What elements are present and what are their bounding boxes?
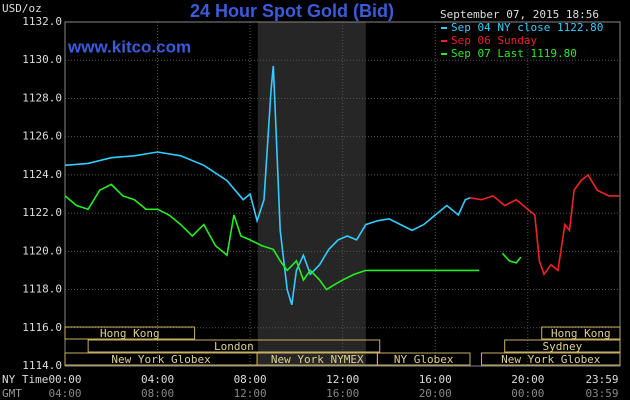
session-box bbox=[541, 326, 621, 340]
x-tick-label: 04:00 bbox=[141, 373, 174, 386]
session-label: New York Globex bbox=[501, 353, 601, 366]
watermark: www.kitco.com bbox=[67, 37, 191, 56]
session-box bbox=[64, 326, 196, 340]
session-box bbox=[87, 339, 381, 353]
x-tick-label: 12:00 bbox=[326, 373, 359, 386]
x2-axis-label: GMT bbox=[2, 387, 22, 400]
chart-title: 24 Hour Spot Gold (Bid) bbox=[190, 1, 394, 21]
y-tick-label: 1132.0 bbox=[22, 15, 62, 28]
y-tick-label: 1130.0 bbox=[22, 53, 62, 66]
session-box bbox=[504, 339, 621, 353]
y-tick-label: 1114.0 bbox=[22, 359, 62, 372]
x2-tick-label: 16:00 bbox=[326, 387, 359, 400]
plot-frame bbox=[64, 21, 621, 367]
session-label: Hong Kong bbox=[551, 327, 611, 340]
session-label: Sydney bbox=[542, 340, 582, 353]
shaded-range bbox=[257, 22, 366, 366]
session-label: Hong Kong bbox=[100, 327, 160, 340]
timestamp: September 07, 2015 18:56 bbox=[440, 8, 599, 21]
x2-tick-label: 00:00 bbox=[511, 387, 544, 400]
x-axis-label: NY Time bbox=[2, 373, 48, 386]
x-tick-label: 08:00 bbox=[234, 373, 267, 386]
x-tick-label: 23:59 bbox=[585, 373, 618, 386]
y-tick-label: 1126.0 bbox=[22, 130, 62, 143]
x-tick-label: 16:00 bbox=[419, 373, 452, 386]
y-axis-label: USD/oz bbox=[2, 2, 42, 15]
series-line bbox=[64, 65, 471, 306]
session-box bbox=[481, 352, 621, 366]
session-box bbox=[376, 352, 471, 366]
x2-tick-label: 12:00 bbox=[234, 387, 267, 400]
y-tick-label: 1128.0 bbox=[22, 91, 62, 104]
y-tick-label: 1122.0 bbox=[22, 206, 62, 219]
y-tick-label: 1120.0 bbox=[22, 244, 62, 257]
y-tick-label: 1116.0 bbox=[22, 321, 62, 334]
x2-tick-label: 03:59 bbox=[585, 387, 618, 400]
series-line bbox=[64, 183, 522, 291]
x2-tick-label: 08:00 bbox=[141, 387, 174, 400]
x2-tick-label: 20:00 bbox=[419, 387, 452, 400]
session-label: New York Globex bbox=[111, 353, 211, 366]
session-label: New York NYMEX bbox=[271, 353, 364, 366]
y-tick-label: 1124.0 bbox=[22, 168, 62, 181]
legend-label: Sep 04 NY close 1122.80 bbox=[451, 21, 603, 34]
y-tick-label: 1118.0 bbox=[22, 283, 62, 296]
legend-label: Sep 07 Last 1119.80 bbox=[451, 47, 577, 60]
x-tick-label: 20:00 bbox=[511, 373, 544, 386]
legend-label: Sep 06 Sunday bbox=[451, 34, 537, 47]
session-label: London bbox=[214, 340, 254, 353]
session-label: NY Globex bbox=[394, 353, 454, 366]
x2-tick-label: 04:00 bbox=[48, 387, 81, 400]
x-tick-label: 00:00 bbox=[48, 373, 81, 386]
series-line bbox=[469, 173, 620, 277]
